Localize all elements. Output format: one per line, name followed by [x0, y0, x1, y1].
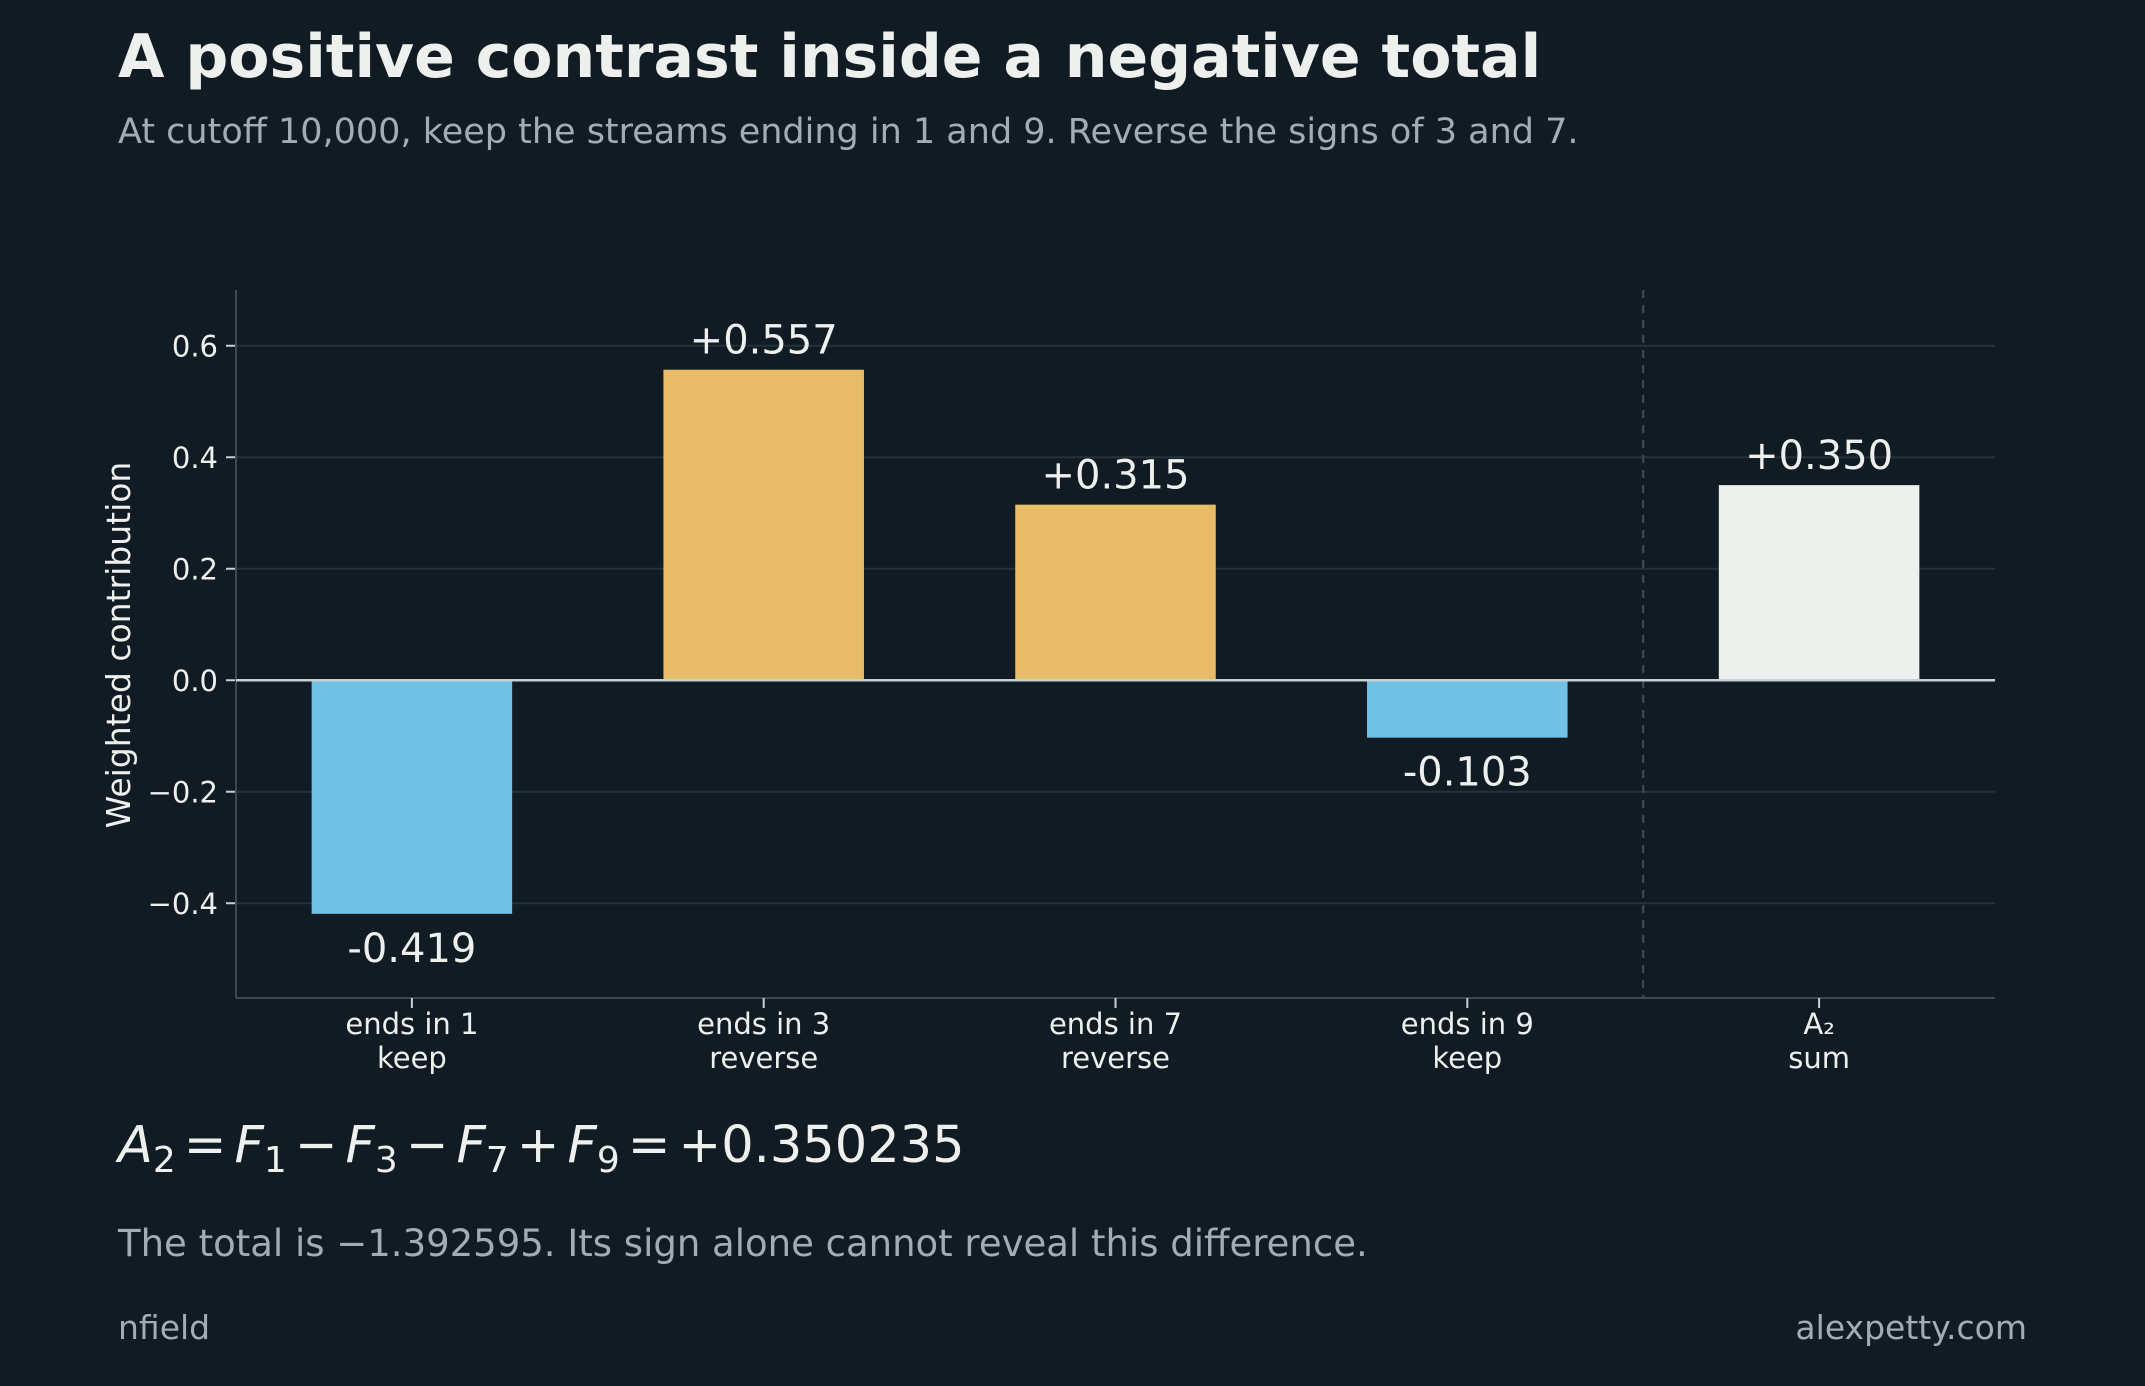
bars: [311, 369, 1920, 914]
x-tick-label: ends in 3: [697, 1007, 830, 1041]
x-tick-label: ends in 9: [1401, 1007, 1534, 1041]
footer-left: nfield: [118, 1308, 211, 1347]
x-tick-sublabel: reverse: [1061, 1041, 1170, 1075]
bar: [311, 680, 513, 914]
chart-subtitle: At cutoff 10,000, keep the streams endin…: [118, 112, 1579, 152]
x-tick-sublabel: keep: [377, 1041, 447, 1075]
x-tick-sublabel: reverse: [709, 1041, 818, 1075]
y-tick-label: −0.4: [148, 887, 218, 921]
chart-title: A positive contrast inside a negative to…: [118, 22, 1542, 92]
bar: [663, 369, 864, 681]
y-tick-label: 0.4: [172, 441, 218, 475]
y-tick-label: 0.6: [172, 330, 218, 364]
footer-right: alexpetty.com: [1795, 1308, 2027, 1347]
data-label: -0.103: [1403, 750, 1532, 796]
x-tick-sublabel: sum: [1788, 1041, 1850, 1075]
y-tick-label: −0.2: [148, 776, 218, 810]
data-label: +0.350: [1745, 433, 1893, 479]
bar-chart: -0.419 +0.557 +0.315 -0.103 +0.350 0.6 0.4 0.2…: [99, 290, 1995, 1075]
x-tick-label: A₂: [1803, 1007, 1834, 1041]
x-tick-label: ends in 1: [345, 1007, 478, 1041]
bar: [1718, 485, 1920, 681]
footnote: The total is −1.392595. Its sign alone c…: [118, 1222, 1368, 1265]
x-tick-label: ends in 7: [1049, 1007, 1182, 1041]
y-tick-label: 0.0: [172, 664, 218, 698]
y-axis-label: Weighted contribution: [99, 462, 138, 829]
formula-result: +0.350235: [678, 1116, 965, 1175]
bar: [1367, 680, 1568, 738]
y-tick-label: 0.2: [172, 553, 218, 587]
data-label: +0.315: [1041, 453, 1189, 499]
data-label: +0.557: [690, 318, 838, 364]
bar: [1015, 504, 1216, 681]
data-labels: -0.419 +0.557 +0.315 -0.103 +0.350: [347, 318, 1893, 972]
data-label: -0.419: [347, 926, 476, 972]
x-tick-sublabel: keep: [1432, 1041, 1502, 1075]
formula: A2 = F1− F3− F7 + F9 = +0.350235: [118, 1116, 965, 1181]
